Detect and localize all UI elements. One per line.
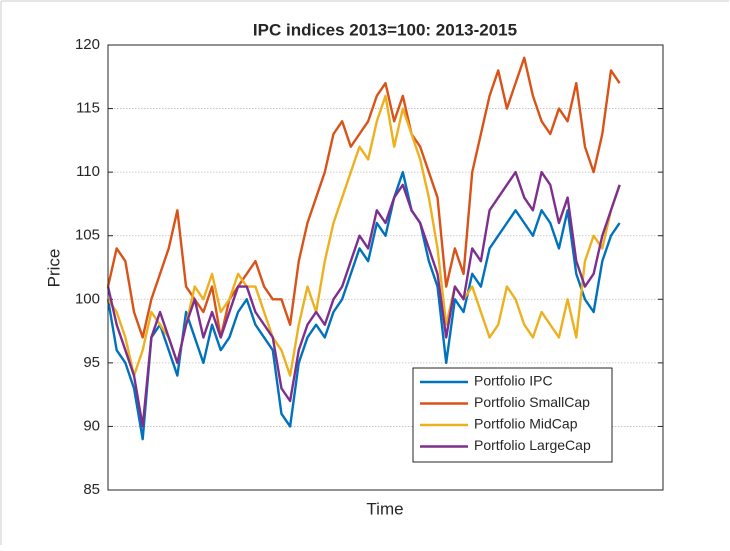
series-line [106, 170, 621, 428]
y-axis-label: Price [44, 249, 63, 288]
legend-label: Portfolio LargeCap [474, 437, 591, 453]
series-line [107, 94, 621, 377]
y-tick-label: 115 [76, 100, 100, 117]
y-tick-label: 100 [75, 290, 100, 307]
series-line [106, 170, 621, 441]
y-tick-label: 90 [83, 417, 100, 434]
y-tick-label: 110 [76, 163, 100, 180]
x-axis-label: Time [366, 499, 403, 518]
legend: Portfolio IPC Portfolio SmallCap Portfolio… [412, 367, 613, 463]
chart-title: IPC indices 2013=100: 2013-2015 [253, 20, 517, 39]
axes-box [107, 44, 664, 491]
y-tick-label: 85 [83, 481, 100, 498]
y-tick-label: 105 [75, 227, 100, 244]
y-tick-label: 120 [75, 36, 100, 53]
legend-label: Portfolio SmallCap [474, 394, 590, 410]
y-tick-label: 95 [83, 354, 100, 371]
legend-label: Portfolio MidCap [474, 416, 578, 432]
legend-label: Portfolio IPC [474, 373, 553, 389]
